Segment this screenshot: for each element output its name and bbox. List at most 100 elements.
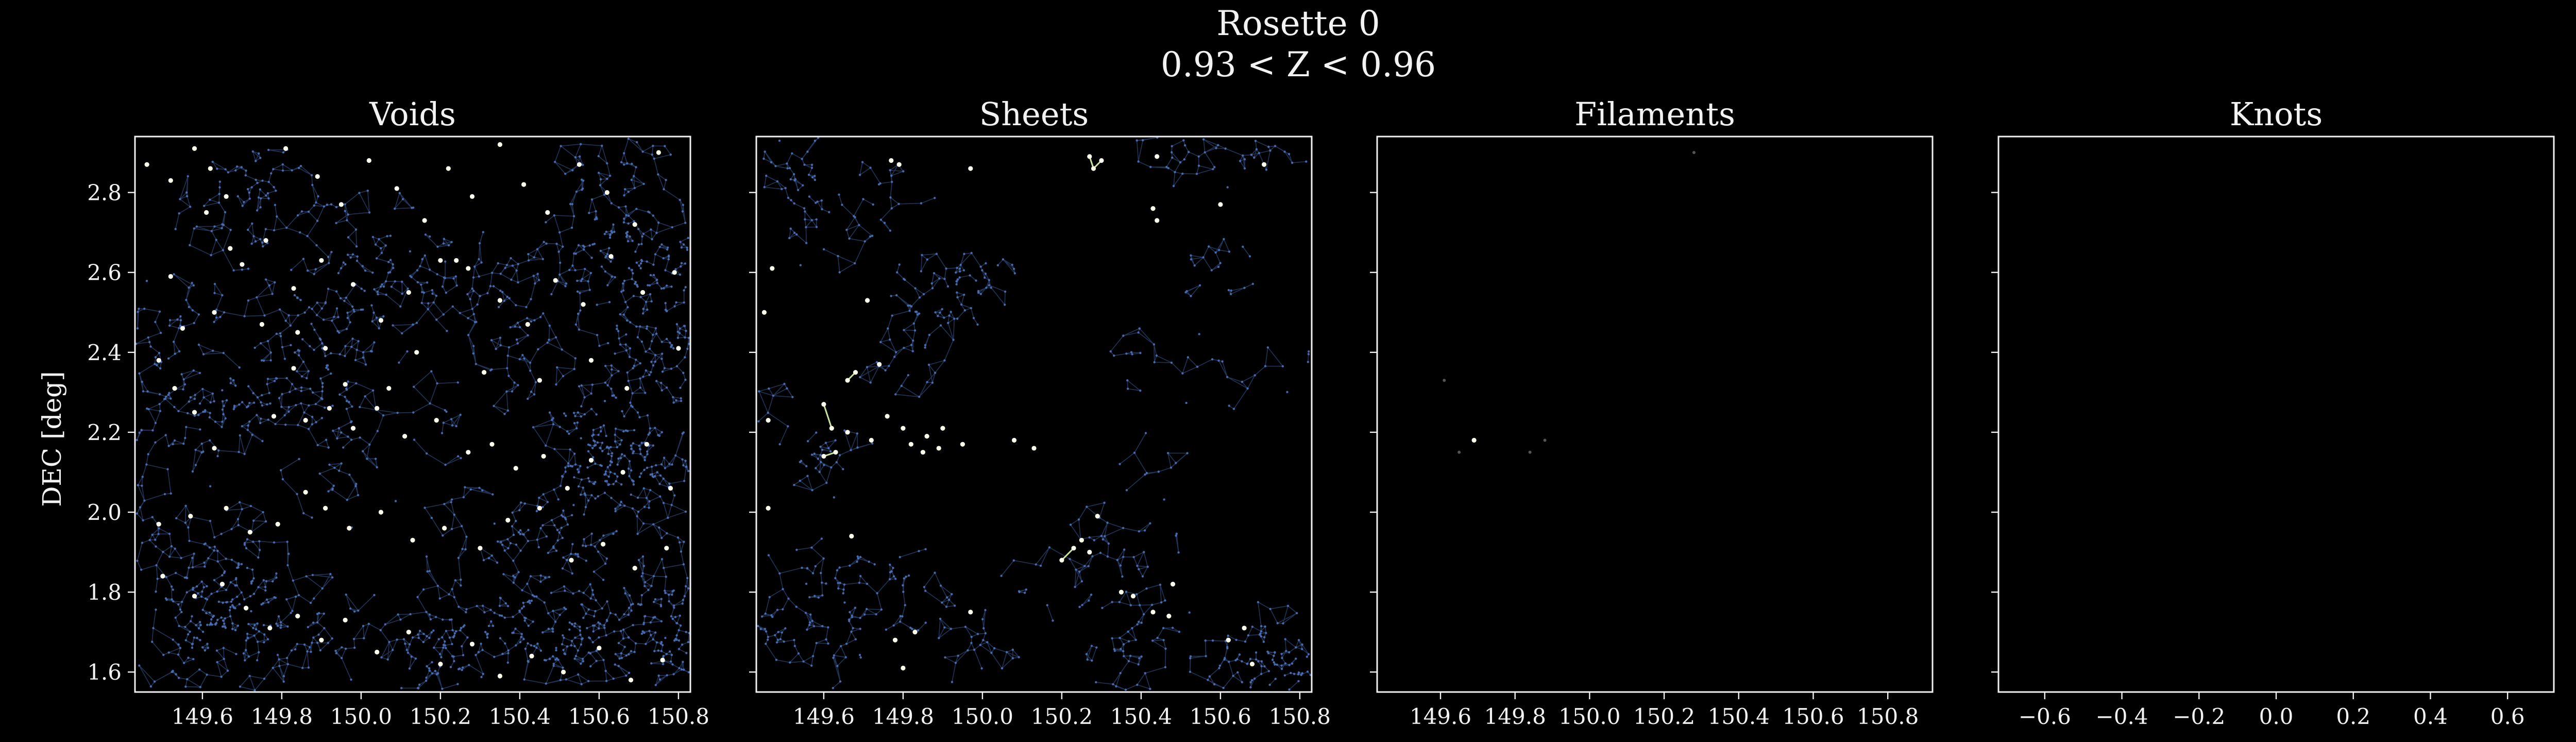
highlight-point: [291, 286, 296, 291]
highlight-point: [247, 530, 252, 535]
highlight-point: [537, 505, 542, 511]
highlight-point: [513, 466, 518, 471]
highlight-point: [434, 418, 439, 423]
x-tick-label: 150.4: [1708, 704, 1770, 729]
x-tick-label: 0.4: [2413, 704, 2448, 729]
x-tick-label: 150.4: [489, 704, 551, 729]
x-tick-label: 150.6: [1190, 704, 1251, 729]
highlight-point: [160, 574, 165, 579]
highlight-point: [766, 505, 771, 511]
highlight-point: [581, 302, 586, 307]
highlight-point: [664, 546, 669, 551]
highlight-point: [1087, 549, 1092, 555]
highlight-point: [466, 450, 471, 455]
highlight-point: [761, 310, 767, 315]
highlight-edge: [823, 404, 833, 429]
subplot-sheets: Sheets 149.6 149.8 150.0 150.2 150.4 150.6 150.…: [749, 95, 1331, 729]
highlight-point: [865, 298, 870, 303]
highlight-point: [1262, 162, 1267, 167]
highlight-point: [1130, 594, 1136, 599]
plot-frame: [755, 136, 1313, 693]
highlight-point: [271, 414, 277, 419]
highlight-point: [375, 406, 380, 411]
highlight-point: [204, 210, 209, 215]
highlight-point: [676, 346, 681, 351]
highlight-point: [168, 178, 173, 183]
highlight-point: [350, 426, 356, 431]
highlight-point: [378, 318, 384, 323]
highlight-point: [885, 414, 890, 419]
highlight-point: [497, 298, 503, 303]
highlight-point: [319, 258, 324, 263]
highlight-point: [505, 517, 511, 523]
highlight-point: [343, 617, 348, 623]
highlight-point: [936, 446, 941, 451]
plot-content: [135, 137, 690, 692]
plot-area: [1377, 137, 1933, 692]
highlight-point: [323, 346, 328, 351]
highlight-point: [156, 521, 161, 527]
x-tick-label: 149.6: [172, 704, 233, 729]
highlight-point: [1170, 582, 1176, 587]
highlight-point: [212, 310, 217, 315]
highlight-point: [1059, 558, 1064, 563]
highlight-point: [438, 258, 443, 263]
highlight-point: [541, 453, 546, 459]
highlight-point: [1226, 637, 1231, 643]
plot-area: [1998, 137, 2554, 692]
highlight-point: [920, 450, 925, 455]
x-tick-label: 150.6: [1782, 704, 1844, 729]
subplot-title: Filaments: [1574, 95, 1735, 133]
highlight-point: [628, 678, 634, 683]
highlight-point: [1150, 206, 1156, 211]
subplot-title: Sheets: [979, 95, 1089, 133]
y-tick-label: 1.8: [87, 580, 122, 605]
highlight-point: [1095, 514, 1100, 519]
highlight-edge: [1061, 547, 1075, 561]
faint-point: [1543, 439, 1547, 442]
highlight-point: [1079, 537, 1084, 543]
y-tick-label: 1.6: [87, 660, 122, 685]
subplot-filaments: Filaments 149.6 149.8 150.0 150.2 150.4 150.6 1…: [1370, 95, 1934, 729]
highlight-point: [180, 326, 185, 331]
highlight-point: [267, 626, 273, 631]
highlight-point: [438, 662, 443, 667]
highlight-point: [350, 282, 356, 287]
highlight-point: [924, 434, 929, 439]
highlight-point: [545, 210, 550, 215]
faint-point: [1692, 151, 1696, 155]
highlight-point: [1031, 446, 1037, 451]
x-tick-label: 150.0: [952, 704, 1013, 729]
highlight-point: [410, 537, 415, 543]
highlight-point: [1166, 614, 1172, 619]
x-tick-label: 149.8: [872, 704, 934, 729]
highlight-point: [624, 385, 630, 391]
highlight-point: [1087, 154, 1092, 159]
highlight-point: [168, 274, 173, 279]
highlight-point: [940, 426, 945, 431]
highlight-point: [896, 162, 902, 167]
x-tick-label: 0.6: [2490, 704, 2525, 729]
web-edges: [757, 137, 1311, 690]
highlight-point: [833, 450, 838, 455]
faint-point: [1458, 450, 1461, 454]
highlight-point: [466, 266, 471, 271]
highlight-point: [338, 202, 344, 207]
highlight-point: [901, 665, 906, 671]
plot-area: [135, 137, 690, 692]
highlight-point: [849, 533, 854, 539]
highlight-point: [482, 369, 487, 375]
highlight-point: [1091, 166, 1096, 171]
highlight-point: [601, 542, 606, 547]
y-tick-label: 2.6: [87, 260, 122, 285]
x-tick-label: 150.4: [1110, 704, 1172, 729]
highlight-point: [188, 514, 193, 519]
highlight-point: [577, 162, 582, 167]
highlight-point: [291, 366, 296, 371]
highlight-point: [632, 222, 637, 227]
highlight-point: [402, 434, 408, 439]
highlight-point: [144, 162, 149, 167]
highlight-point: [228, 246, 233, 251]
highlight-point: [908, 442, 913, 447]
highlight-point: [454, 258, 459, 263]
